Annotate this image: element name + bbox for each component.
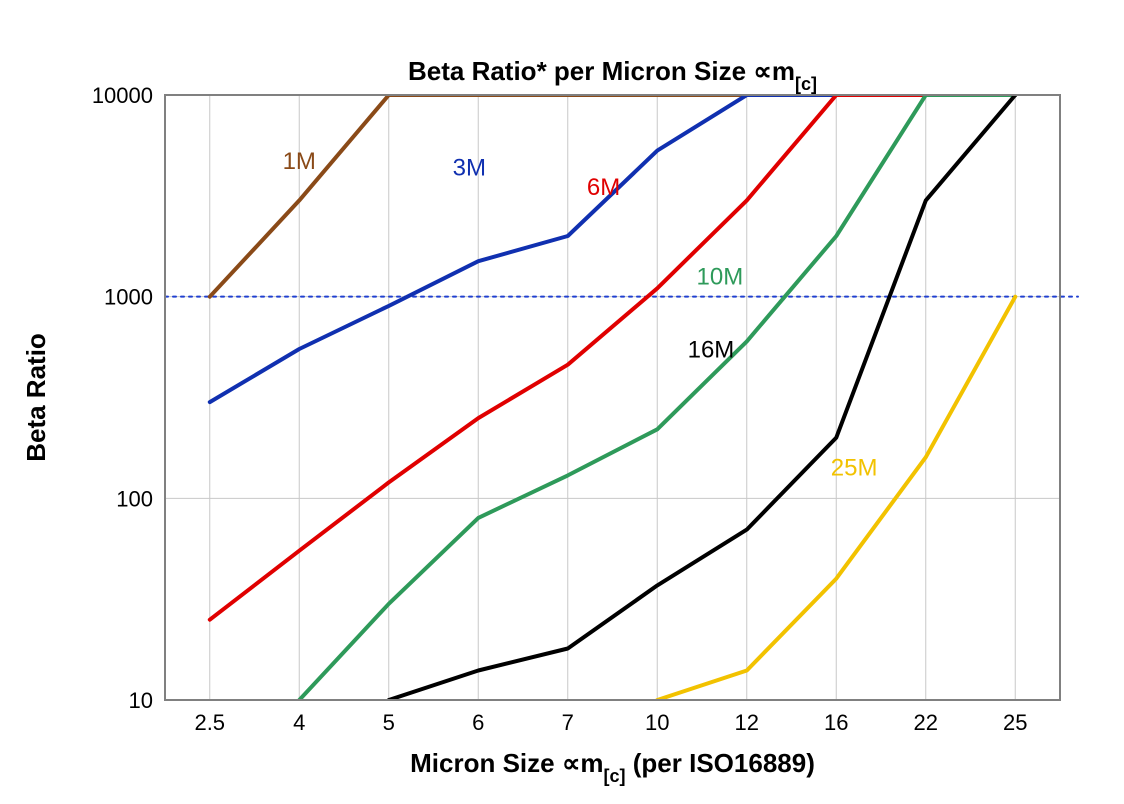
x-tick-label: 6 [472, 710, 484, 735]
y-tick-label: 100 [116, 486, 153, 511]
x-tick-label: 10 [645, 710, 669, 735]
y-tick-label: 10000 [92, 83, 153, 108]
x-tick-label: 7 [562, 710, 574, 735]
series-label-10m: 10M [697, 263, 744, 290]
x-tick-label: 5 [383, 710, 395, 735]
series-label-16m: 16M [688, 336, 735, 363]
x-tick-label: 2.5 [194, 710, 225, 735]
series-label-25m: 25M [831, 454, 878, 481]
x-tick-label: 12 [735, 710, 759, 735]
y-axis-label: Beta Ratio [21, 333, 51, 462]
y-tick-label: 10 [129, 688, 153, 713]
x-tick-label: 4 [293, 710, 305, 735]
x-tick-label: 22 [914, 710, 938, 735]
series-label-3m: 3M [453, 154, 486, 181]
series-label-6m: 6M [587, 174, 620, 201]
beta-ratio-chart: 1M 3M 6M 10M 16M 25M 2.5 4 5 6 7 10 12 16 22 25 10 100 100… [0, 0, 1124, 804]
series-label-1m: 1M [283, 148, 316, 175]
y-tick-label: 1000 [104, 285, 153, 310]
chart-svg: 1M 3M 6M 10M 16M 25M 2.5 4 5 6 7 10 12 16 22 25 10 100 100… [0, 0, 1124, 804]
x-tick-label: 16 [824, 710, 848, 735]
x-tick-label: 25 [1003, 710, 1027, 735]
